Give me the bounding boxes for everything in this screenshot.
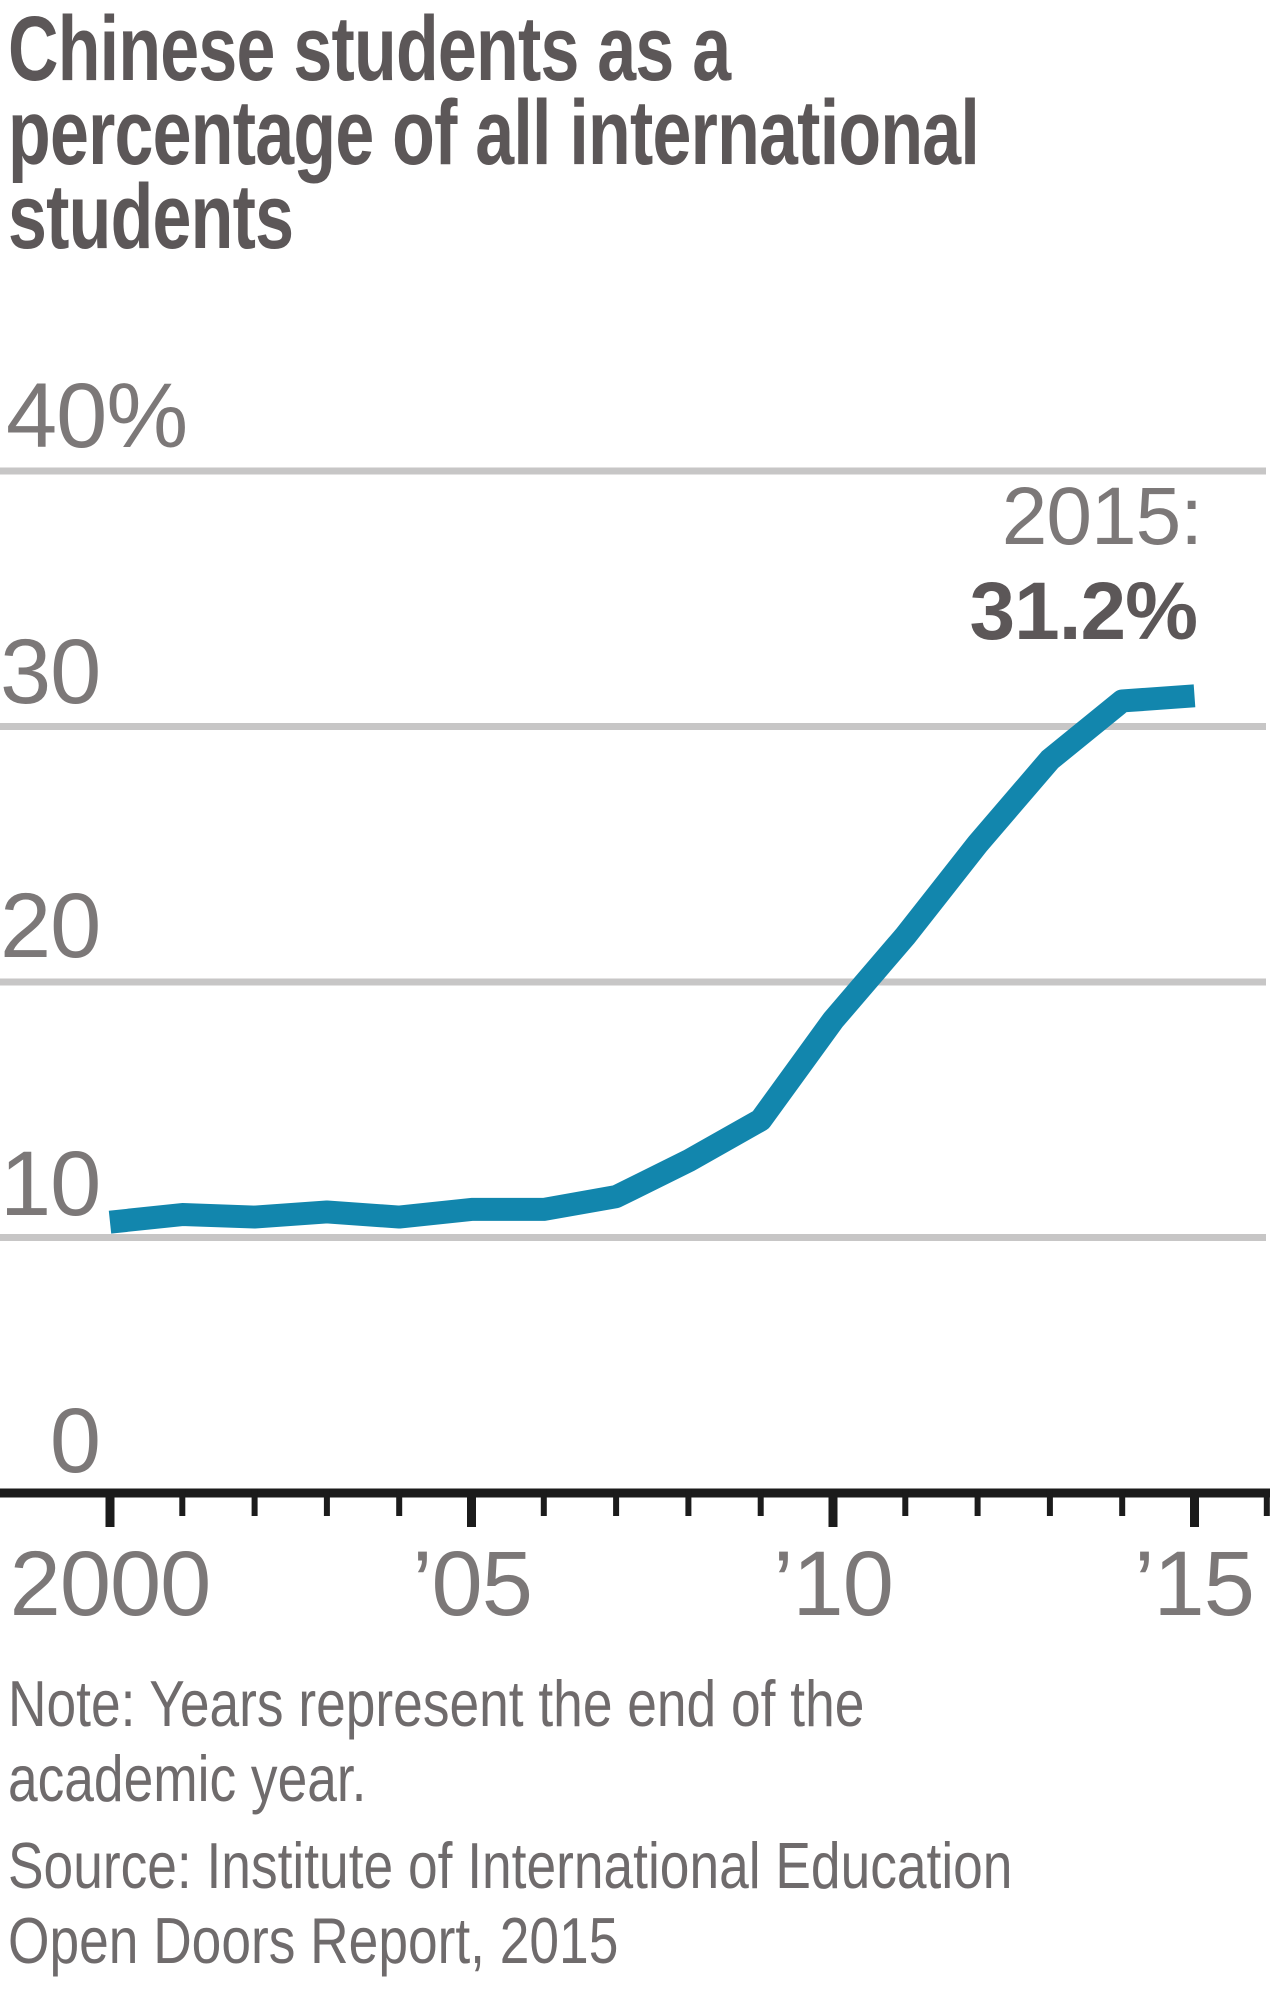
chart-title-line-2: percentage of all international	[8, 82, 980, 184]
annotation-year-label: 2015:	[1001, 471, 1203, 562]
x-axis-tick-label-15: ’15	[1134, 1533, 1255, 1635]
data-line	[108, 684, 1196, 1234]
y-axis-tick-label-10: 10	[0, 1133, 101, 1235]
chart-title: Chinese students as a percentage of all …	[8, 0, 980, 268]
chart-source: Source: Institute of International Educa…	[8, 1828, 1012, 1978]
y-axis-tick-label-20: 20	[0, 875, 101, 977]
chart-note-line-2: academic year.	[8, 1742, 367, 1815]
y-axis-tick-label-30: 30	[0, 621, 101, 723]
y-axis-tick-label-40: 40%	[6, 365, 188, 467]
x-axis-tick-label-10: ’10	[773, 1533, 894, 1635]
x-axis-tick-label-2000: 2000	[9, 1533, 212, 1635]
chart-source-line-1: Source: Institute of International Educa…	[8, 1829, 1013, 1902]
chart-title-line-3: students	[8, 166, 294, 268]
y-axis-tick-label-0: 0	[49, 1390, 101, 1492]
x-axis-tick-label-05: ’05	[412, 1533, 533, 1635]
chart-note-line-1: Note: Years represent the end of the	[8, 1667, 865, 1740]
annotation-value-label: 31.2%	[969, 566, 1198, 657]
chart-title-line-1: Chinese students as a	[8, 0, 731, 100]
chart-note: Note: Years represent the end of the aca…	[8, 1666, 864, 1816]
chart-source-line-2: Open Doors Report, 2015	[8, 1904, 619, 1977]
